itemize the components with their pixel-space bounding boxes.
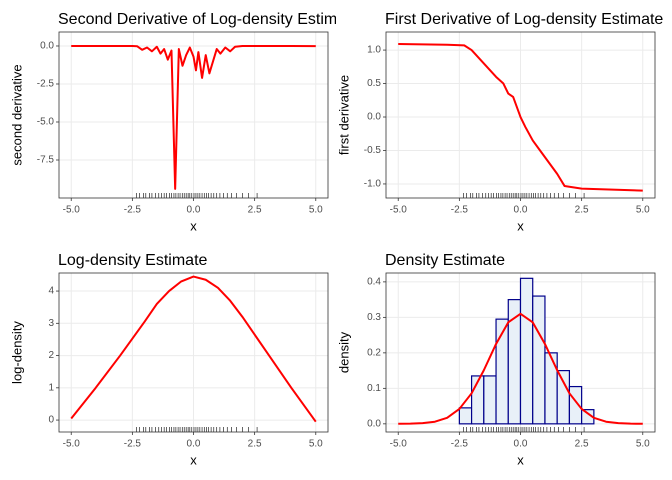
panel: Density Estimate x density -5.0 -2.5 0.0 2.5 5.… xyxy=(336,252,656,467)
x-tick-label: 0.0 xyxy=(514,439,528,450)
x-tick-label: 5.0 xyxy=(309,205,323,216)
x-axis-label: x xyxy=(517,218,524,233)
line-series xyxy=(398,43,643,192)
line-series xyxy=(71,44,316,190)
x-axis-label: x xyxy=(517,452,524,467)
y-tick-label: 0 xyxy=(48,415,54,426)
panel: First Derivative of Log-density Estimate… xyxy=(336,11,663,233)
panel-border xyxy=(58,272,329,433)
y-axis-label: density xyxy=(336,331,351,373)
y-axis-label: first derivative xyxy=(336,75,351,155)
panel: Log-density Estimate x log-density -5.0 -2.5… xyxy=(9,252,329,467)
y-tick-label: -7.5 xyxy=(37,155,55,166)
y-tick-label: 4 xyxy=(48,286,54,297)
histogram-bar xyxy=(544,352,558,425)
y-tick-label: -5.0 xyxy=(37,117,55,128)
plot-area xyxy=(71,44,316,198)
chart-title: First Derivative of Log-density Estimate xyxy=(385,11,663,28)
y-axis-label: second derivative xyxy=(9,64,24,165)
x-tick-label: 5.0 xyxy=(636,439,650,450)
y-tick-label: 0.3 xyxy=(367,312,381,323)
x-tick-label: -5.0 xyxy=(390,439,408,450)
panel-border xyxy=(58,31,329,199)
plot-area xyxy=(398,277,643,432)
y-tick-label: 0.5 xyxy=(367,78,381,89)
y-tick-label: 0.4 xyxy=(367,277,381,288)
y-tick-label: -1.0 xyxy=(364,179,382,190)
x-tick-label: -5.0 xyxy=(63,439,81,450)
y-tick-label: 1.0 xyxy=(367,45,381,56)
histogram-bar xyxy=(458,407,473,425)
y-tick-label: 0.2 xyxy=(367,347,381,358)
x-tick-label: 5.0 xyxy=(309,439,323,450)
panel-border xyxy=(385,31,656,199)
line-series xyxy=(70,275,317,423)
x-tick-label: 0.0 xyxy=(514,205,528,216)
x-tick-label: 0.0 xyxy=(187,439,201,450)
x-tick-label: -2.5 xyxy=(124,205,142,216)
x-tick-label: 0.0 xyxy=(187,205,201,216)
x-tick-label: -2.5 xyxy=(451,439,469,450)
chart-title: Density Estimate xyxy=(385,252,505,269)
x-axis-label: x xyxy=(190,452,197,467)
y-tick-label: 0.1 xyxy=(367,383,381,394)
y-tick-label: 0.0 xyxy=(367,418,381,429)
chart-title: Second Derivative of Log-density Estimat… xyxy=(58,11,360,28)
x-tick-label: 2.5 xyxy=(248,205,262,216)
histogram-bar xyxy=(556,370,571,425)
y-tick-label: -0.5 xyxy=(364,145,382,156)
chart-title: Log-density Estimate xyxy=(58,252,208,269)
y-tick-label: 2 xyxy=(48,350,54,361)
y-tick-label: -2.5 xyxy=(37,79,55,90)
x-axis-label: x xyxy=(190,218,197,233)
x-tick-label: -2.5 xyxy=(451,205,469,216)
panel-border xyxy=(385,272,656,433)
histogram-bar xyxy=(483,375,497,425)
x-tick-label: 5.0 xyxy=(636,205,650,216)
y-tick-label: 0.0 xyxy=(40,41,54,52)
y-tick-label: 0.0 xyxy=(367,112,381,123)
x-tick-label: -2.5 xyxy=(124,439,142,450)
x-tick-label: -5.0 xyxy=(63,205,81,216)
plot-area xyxy=(70,275,317,432)
plot-area xyxy=(398,43,643,198)
panel: Second Derivative of Log-density Estimat… xyxy=(9,11,360,233)
x-tick-label: 2.5 xyxy=(575,205,589,216)
y-tick-label: 3 xyxy=(48,318,54,329)
x-tick-label: 2.5 xyxy=(248,439,262,450)
histogram-bar xyxy=(532,295,546,425)
y-axis-label: log-density xyxy=(9,321,24,384)
x-tick-label: -5.0 xyxy=(390,205,408,216)
y-tick-label: 1 xyxy=(48,382,54,393)
histogram-bar xyxy=(519,277,534,425)
x-tick-label: 2.5 xyxy=(575,439,589,450)
line-series xyxy=(398,312,643,425)
